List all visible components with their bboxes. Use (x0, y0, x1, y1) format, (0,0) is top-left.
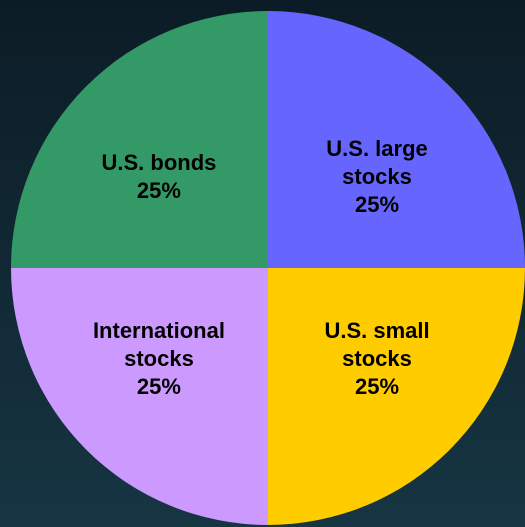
slice-label: International stocks 25% (74, 317, 244, 401)
slice-label: U.S. bonds 25% (74, 149, 244, 205)
pie-slice (268, 268, 525, 525)
value-label: 25% (136, 178, 181, 204)
pie-slice (11, 11, 268, 268)
pie-slice (11, 268, 268, 525)
category-label: U.S. small stocks (324, 317, 430, 371)
category-label: U.S. bonds (101, 150, 217, 176)
value-label: 25% (136, 373, 181, 399)
category-label: U.S. large stocks (326, 136, 428, 190)
slice-label: U.S. small stocks 25% (292, 317, 462, 401)
value-label: 25% (355, 192, 400, 218)
category-label: International stocks (92, 317, 225, 371)
slice-label: U.S. large stocks 25% (292, 135, 462, 219)
pie-slice (268, 11, 525, 268)
value-label: 25% (355, 373, 400, 399)
